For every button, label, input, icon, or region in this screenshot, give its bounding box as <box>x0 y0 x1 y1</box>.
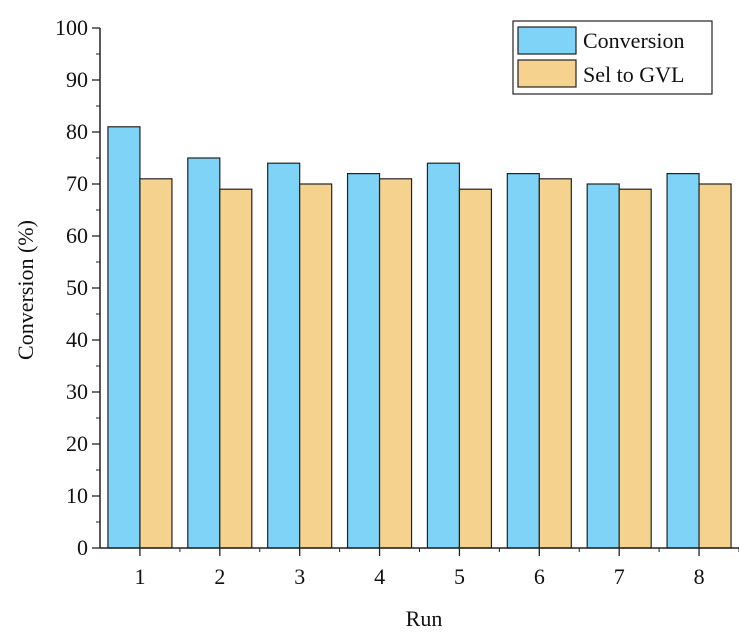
legend-swatch-sel-to-gvl <box>517 59 577 88</box>
bar-sel-to-gvl-run-8 <box>698 183 732 549</box>
y-tick-label-90: 90 <box>66 67 88 92</box>
y-tick-label-0: 0 <box>77 535 88 560</box>
bar-conversion-run-3 <box>267 162 301 549</box>
y-axis-title: Conversion (%) <box>13 220 38 360</box>
legend: Conversion Sel to GVL <box>512 20 713 95</box>
bar-sel-to-gvl-run-5 <box>458 188 493 549</box>
x-tick-label-6: 6 <box>534 564 545 589</box>
x-axis-title: Run <box>406 606 443 631</box>
bar-sel-to-gvl-run-3 <box>299 183 333 549</box>
legend-label-conversion: Conversion <box>583 28 684 53</box>
bar-sel-to-gvl-run-1 <box>139 178 173 549</box>
bar-conversion-run-5 <box>426 162 461 549</box>
bar-sel-to-gvl-run-7 <box>618 188 652 549</box>
x-tick-label-1: 1 <box>134 564 145 589</box>
legend-swatch-conversion <box>517 26 577 55</box>
x-tick-label-5: 5 <box>454 564 465 589</box>
ticks: 0 10 20 30 40 50 60 70 80 90 100 1 2 3 4 5 6 7 8 <box>55 15 739 589</box>
y-tick-label-50: 50 <box>66 275 88 300</box>
bar-conversion-run-2 <box>187 157 221 549</box>
y-tick-label-30: 30 <box>66 379 88 404</box>
x-tick-label-3: 3 <box>294 564 305 589</box>
y-tick-label-60: 60 <box>66 223 88 248</box>
x-tick-label-8: 8 <box>694 564 705 589</box>
y-tick-label-40: 40 <box>66 327 88 352</box>
bar-sel-to-gvl-run-4 <box>378 178 413 549</box>
bar-sel-to-gvl-run-6 <box>538 178 572 549</box>
y-tick-label-100: 100 <box>55 15 88 40</box>
bar-conversion-run-1 <box>107 126 141 549</box>
bar-conversion-run-7 <box>586 183 620 549</box>
x-tick-label-7: 7 <box>614 564 625 589</box>
bars <box>107 126 732 549</box>
y-tick-label-10: 10 <box>66 483 88 508</box>
y-tick-label-20: 20 <box>66 431 88 456</box>
bar-conversion-run-8 <box>666 173 700 549</box>
x-tick-label-2: 2 <box>214 564 225 589</box>
x-tick-label-4: 4 <box>374 564 385 589</box>
legend-label-sel-to-gvl: Sel to GVL <box>583 62 684 87</box>
bar-conversion-run-4 <box>346 173 381 549</box>
y-tick-label-80: 80 <box>66 119 88 144</box>
y-tick-label-70: 70 <box>66 171 88 196</box>
bar-sel-to-gvl-run-2 <box>219 188 253 549</box>
bar-conversion-run-6 <box>506 173 540 549</box>
